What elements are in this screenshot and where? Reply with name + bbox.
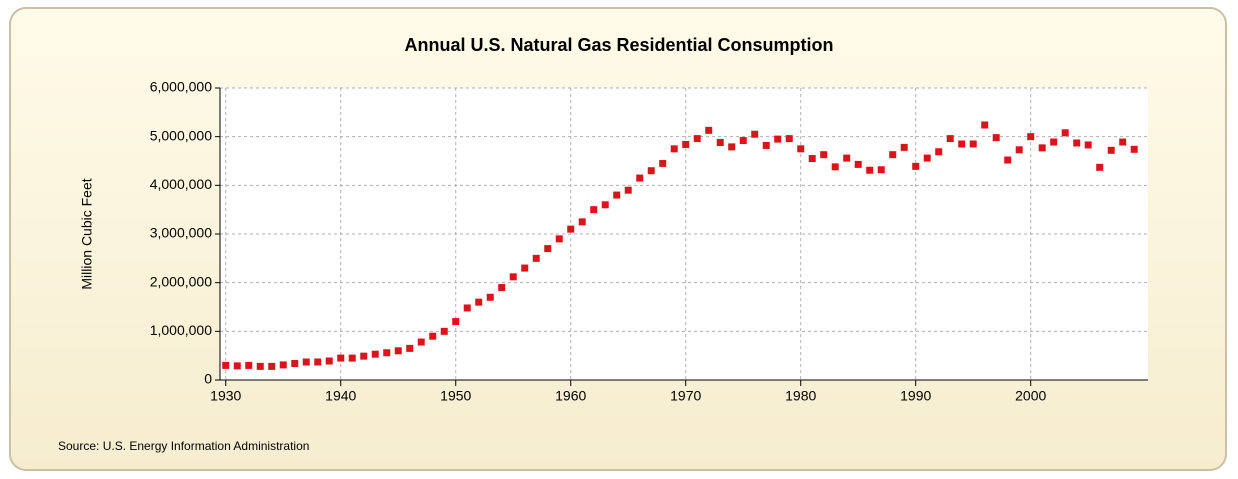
marker: [291, 359, 299, 367]
marker: [1015, 146, 1023, 154]
marker: [831, 163, 839, 171]
marker: [337, 354, 345, 362]
marker: [946, 135, 954, 143]
y-tick-label: 6,000,000: [150, 79, 212, 95]
marker: [555, 235, 563, 243]
marker: [716, 139, 724, 147]
marker: [601, 201, 609, 209]
marker: [1027, 133, 1035, 141]
marker: [371, 350, 379, 358]
y-tick-label: 2,000,000: [150, 273, 212, 289]
marker: [1038, 144, 1046, 152]
x-tick-label: 1930: [210, 388, 241, 404]
marker: [843, 154, 851, 162]
marker: [762, 141, 770, 149]
marker: [325, 357, 333, 365]
marker: [1119, 138, 1127, 146]
marker: [417, 338, 425, 346]
marker: [808, 155, 816, 163]
marker: [992, 134, 1000, 142]
marker: [1107, 146, 1115, 154]
marker: [785, 135, 793, 143]
marker: [1061, 129, 1069, 137]
marker: [360, 352, 368, 360]
marker: [670, 145, 678, 153]
marker: [923, 154, 931, 162]
marker: [1050, 138, 1058, 146]
marker: [544, 245, 552, 253]
marker: [1130, 145, 1138, 153]
marker: [498, 284, 506, 292]
marker: [636, 174, 644, 182]
x-tick-label: 1970: [670, 388, 701, 404]
marker: [440, 327, 448, 335]
marker: [578, 218, 586, 226]
marker: [279, 361, 287, 369]
x-tick-label: 2000: [1015, 388, 1046, 404]
marker: [728, 143, 736, 151]
marker: [693, 135, 701, 143]
marker: [406, 344, 414, 352]
marker: [705, 126, 713, 134]
x-tick-label: 1950: [440, 388, 471, 404]
marker: [877, 166, 885, 174]
marker: [394, 347, 402, 355]
marker: [1004, 156, 1012, 164]
marker: [1084, 141, 1092, 149]
x-tick-label: 1990: [900, 388, 931, 404]
marker: [475, 298, 483, 306]
marker: [256, 362, 264, 370]
marker: [486, 293, 494, 301]
marker: [429, 332, 437, 340]
x-tick-label: 1940: [325, 388, 356, 404]
marker: [521, 264, 529, 272]
marker: [222, 361, 230, 369]
y-tick-label: 4,000,000: [150, 176, 212, 192]
marker: [659, 159, 667, 167]
marker: [314, 358, 322, 366]
marker: [682, 140, 690, 148]
y-axis-label: Million Cubic Feet: [79, 178, 95, 289]
y-tick-label: 0: [204, 371, 212, 387]
marker: [509, 273, 517, 281]
marker: [889, 151, 897, 159]
marker: [647, 167, 655, 175]
marker: [1096, 163, 1104, 171]
marker: [900, 143, 908, 151]
marker: [969, 140, 977, 148]
marker: [268, 362, 276, 370]
marker: [739, 137, 747, 145]
marker: [348, 354, 356, 362]
marker: [590, 206, 598, 214]
y-tick-label: 1,000,000: [150, 322, 212, 338]
marker: [935, 148, 943, 156]
chart-title: Annual U.S. Natural Gas Residential Cons…: [404, 35, 833, 55]
marker: [233, 362, 241, 370]
marker: [854, 160, 862, 168]
x-tick-label: 1960: [555, 388, 586, 404]
y-tick-label: 5,000,000: [150, 127, 212, 143]
marker: [624, 186, 632, 194]
marker: [383, 349, 391, 357]
marker: [981, 121, 989, 129]
marker: [245, 361, 253, 369]
marker: [820, 151, 828, 159]
marker: [958, 140, 966, 148]
marker: [463, 304, 471, 312]
marker: [774, 135, 782, 143]
marker: [1073, 139, 1081, 147]
marker: [866, 166, 874, 174]
marker: [302, 358, 310, 366]
source-note: Source: U.S. Energy Information Administ…: [58, 439, 309, 453]
marker: [613, 191, 621, 199]
marker: [452, 318, 460, 326]
marker: [751, 130, 759, 138]
y-tick-label: 3,000,000: [150, 225, 212, 241]
x-tick-label: 1980: [785, 388, 816, 404]
marker: [912, 162, 920, 170]
marker: [532, 254, 540, 262]
marker: [797, 145, 805, 153]
marker: [567, 225, 575, 233]
